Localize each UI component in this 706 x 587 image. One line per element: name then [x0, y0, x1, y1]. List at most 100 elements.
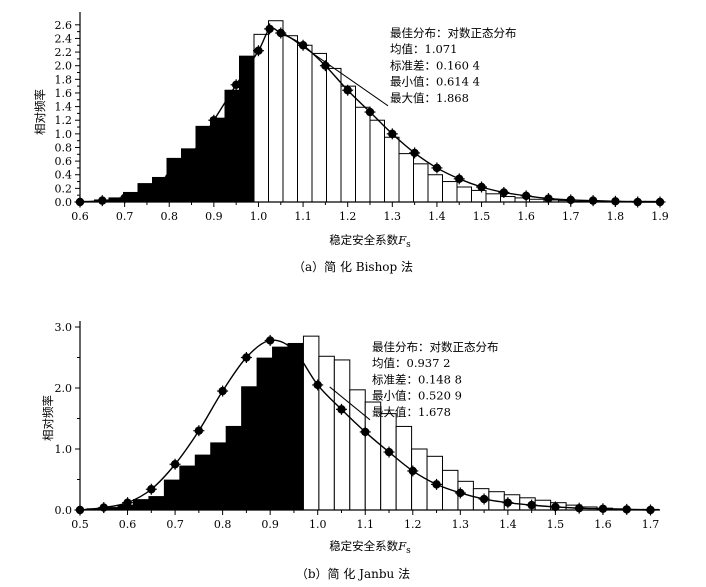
histogram-bar: [384, 136, 400, 203]
x-tick-label: 1.1: [356, 518, 374, 531]
annotation-box: 最佳分布：对数正态分布 均值：0.937 2 标准差：0.148 8 最小值：0…: [372, 340, 499, 419]
curve-marker: [364, 106, 376, 118]
chart-axes: [79, 321, 660, 511]
histogram-bar: [456, 186, 472, 203]
curve-marker: [193, 425, 205, 437]
curve-marker: [288, 344, 300, 356]
x-tick-label: 1.2: [339, 210, 357, 223]
x-axis-label-text: 稳定安全系数: [329, 539, 398, 553]
fit-curve-line: [79, 27, 661, 203]
histogram-bar: [132, 499, 150, 511]
histogram-bars: [79, 20, 661, 203]
histogram-bar: [224, 89, 240, 203]
histogram-bar: [287, 342, 304, 511]
curve-marker: [502, 497, 514, 509]
annotation-line: 最大值：1.868: [390, 91, 469, 105]
annotation-line: 标准差：0.160 4: [390, 58, 480, 72]
x-tick-label: 1.7: [562, 210, 580, 223]
chart-caption: （a）简 化 Bishop 法: [293, 260, 413, 274]
histogram-bar: [268, 20, 284, 203]
y-tick-label: 0.8: [55, 141, 73, 154]
annotation-line: 最小值：0.520 9: [372, 389, 462, 403]
panel-b-janbu: 0.5 0.6 0.7 0.8 0.9 1.0 1.1 1.2 1.3 1.4 1.5 1.6 1.7 0…: [41, 321, 660, 581]
histogram-bar: [340, 85, 356, 203]
curve-marker: [145, 483, 157, 495]
histogram-bar: [194, 454, 212, 511]
x-tick-label: 1.3: [384, 210, 402, 223]
y-axis-label: 相对频率: [33, 89, 47, 135]
histogram-bar: [318, 355, 335, 511]
x-tick-label: 1.9: [651, 210, 669, 223]
curve-marker: [141, 185, 153, 197]
curve-marker: [359, 426, 371, 438]
y-tick-label: 2.0: [55, 60, 73, 73]
histogram-bar: [256, 357, 274, 511]
x-tick-label: 0.7: [116, 210, 134, 223]
x-axis-label: 稳定安全系数Fs: [329, 539, 411, 556]
tick-labels: 0.5 0.6 0.7 0.8 0.9 1.0 1.1 1.2 1.3 1.4 1.5 1.6 1.7 0…: [55, 321, 660, 531]
histogram-bar: [380, 413, 397, 511]
y-tick-label: 1.0: [55, 128, 73, 141]
curve-marker: [335, 403, 347, 415]
y-tick-label: 0.4: [55, 169, 73, 182]
x-tick-label: 1.4: [499, 518, 517, 531]
curve-marker: [122, 497, 134, 509]
curve-marker: [454, 487, 466, 499]
curve-marker: [431, 162, 443, 174]
x-axis-label-sub: s: [406, 240, 411, 250]
y-tick-label: 0.0: [55, 196, 73, 209]
histogram-bar: [253, 33, 269, 203]
histogram-bar: [179, 465, 196, 511]
x-tick-label: 1.6: [594, 518, 612, 531]
y-tick-label: 2.6: [55, 19, 73, 32]
curve-marker: [407, 465, 419, 477]
histogram-bar: [311, 52, 327, 203]
histogram-bar: [326, 67, 342, 203]
histogram-bar: [210, 117, 226, 203]
x-tick-label: 0.7: [166, 518, 184, 531]
curve-marker: [409, 147, 421, 159]
curve-marker: [169, 458, 181, 470]
curve-marker: [119, 192, 131, 204]
histogram-bar: [282, 35, 298, 203]
x-tick-label: 0.6: [71, 210, 89, 223]
curve-marker: [240, 352, 252, 363]
curve-marker: [208, 114, 220, 126]
x-tick-label: 1.2: [404, 518, 422, 531]
y-tick-label: 0.2: [55, 182, 73, 195]
histogram-bar: [241, 386, 258, 511]
curve-marker: [264, 334, 276, 346]
histogram-bar: [471, 189, 487, 203]
y-tick-label: 2.0: [55, 382, 73, 395]
curve-marker: [476, 181, 488, 193]
curve-marker: [230, 79, 242, 91]
panel-a-bishop: 0.6 0.7 0.8 0.9 1.0 1.1 1.2 1.3 1.4 1.5 1.6 1.7 1.8 1…: [33, 12, 669, 274]
x-tick-label: 0.8: [214, 518, 232, 531]
y-tick-label: 1.0: [55, 443, 73, 456]
annotation-leader-line: [329, 386, 371, 421]
annotation-line: 最小值：0.614 4: [390, 75, 480, 89]
curve-marker: [163, 171, 175, 183]
curve-marker: [621, 503, 633, 515]
tick-labels: 0.6 0.7 0.8 0.9 1.0 1.1 1.2 1.3 1.4 1.5 1.6 1.7 1.8 1…: [55, 19, 669, 223]
annotation-line: 均值：0.937 2: [372, 356, 450, 370]
x-axis-label: 稳定安全系数Fs: [329, 233, 411, 250]
annotation-leader-line: [279, 29, 389, 107]
histogram-bar: [369, 119, 385, 203]
x-tick-label: 1.1: [294, 210, 312, 223]
curve-marker: [252, 45, 264, 57]
x-tick-label: 0.9: [261, 518, 279, 531]
histogram-bar: [225, 425, 243, 511]
histogram-bar: [485, 193, 501, 203]
histogram-bar: [355, 106, 371, 203]
y-tick-label: 2.2: [55, 46, 73, 59]
y-tick-label: 1.4: [55, 101, 73, 114]
x-tick-label: 0.9: [205, 210, 223, 223]
x-tick-label: 1.5: [547, 518, 565, 531]
histogram-bar: [427, 174, 443, 203]
x-tick-label: 1.7: [642, 518, 660, 531]
curve-marker: [217, 385, 229, 397]
x-axis-label-var: F: [397, 539, 407, 553]
x-tick-label: 1.3: [452, 518, 470, 531]
